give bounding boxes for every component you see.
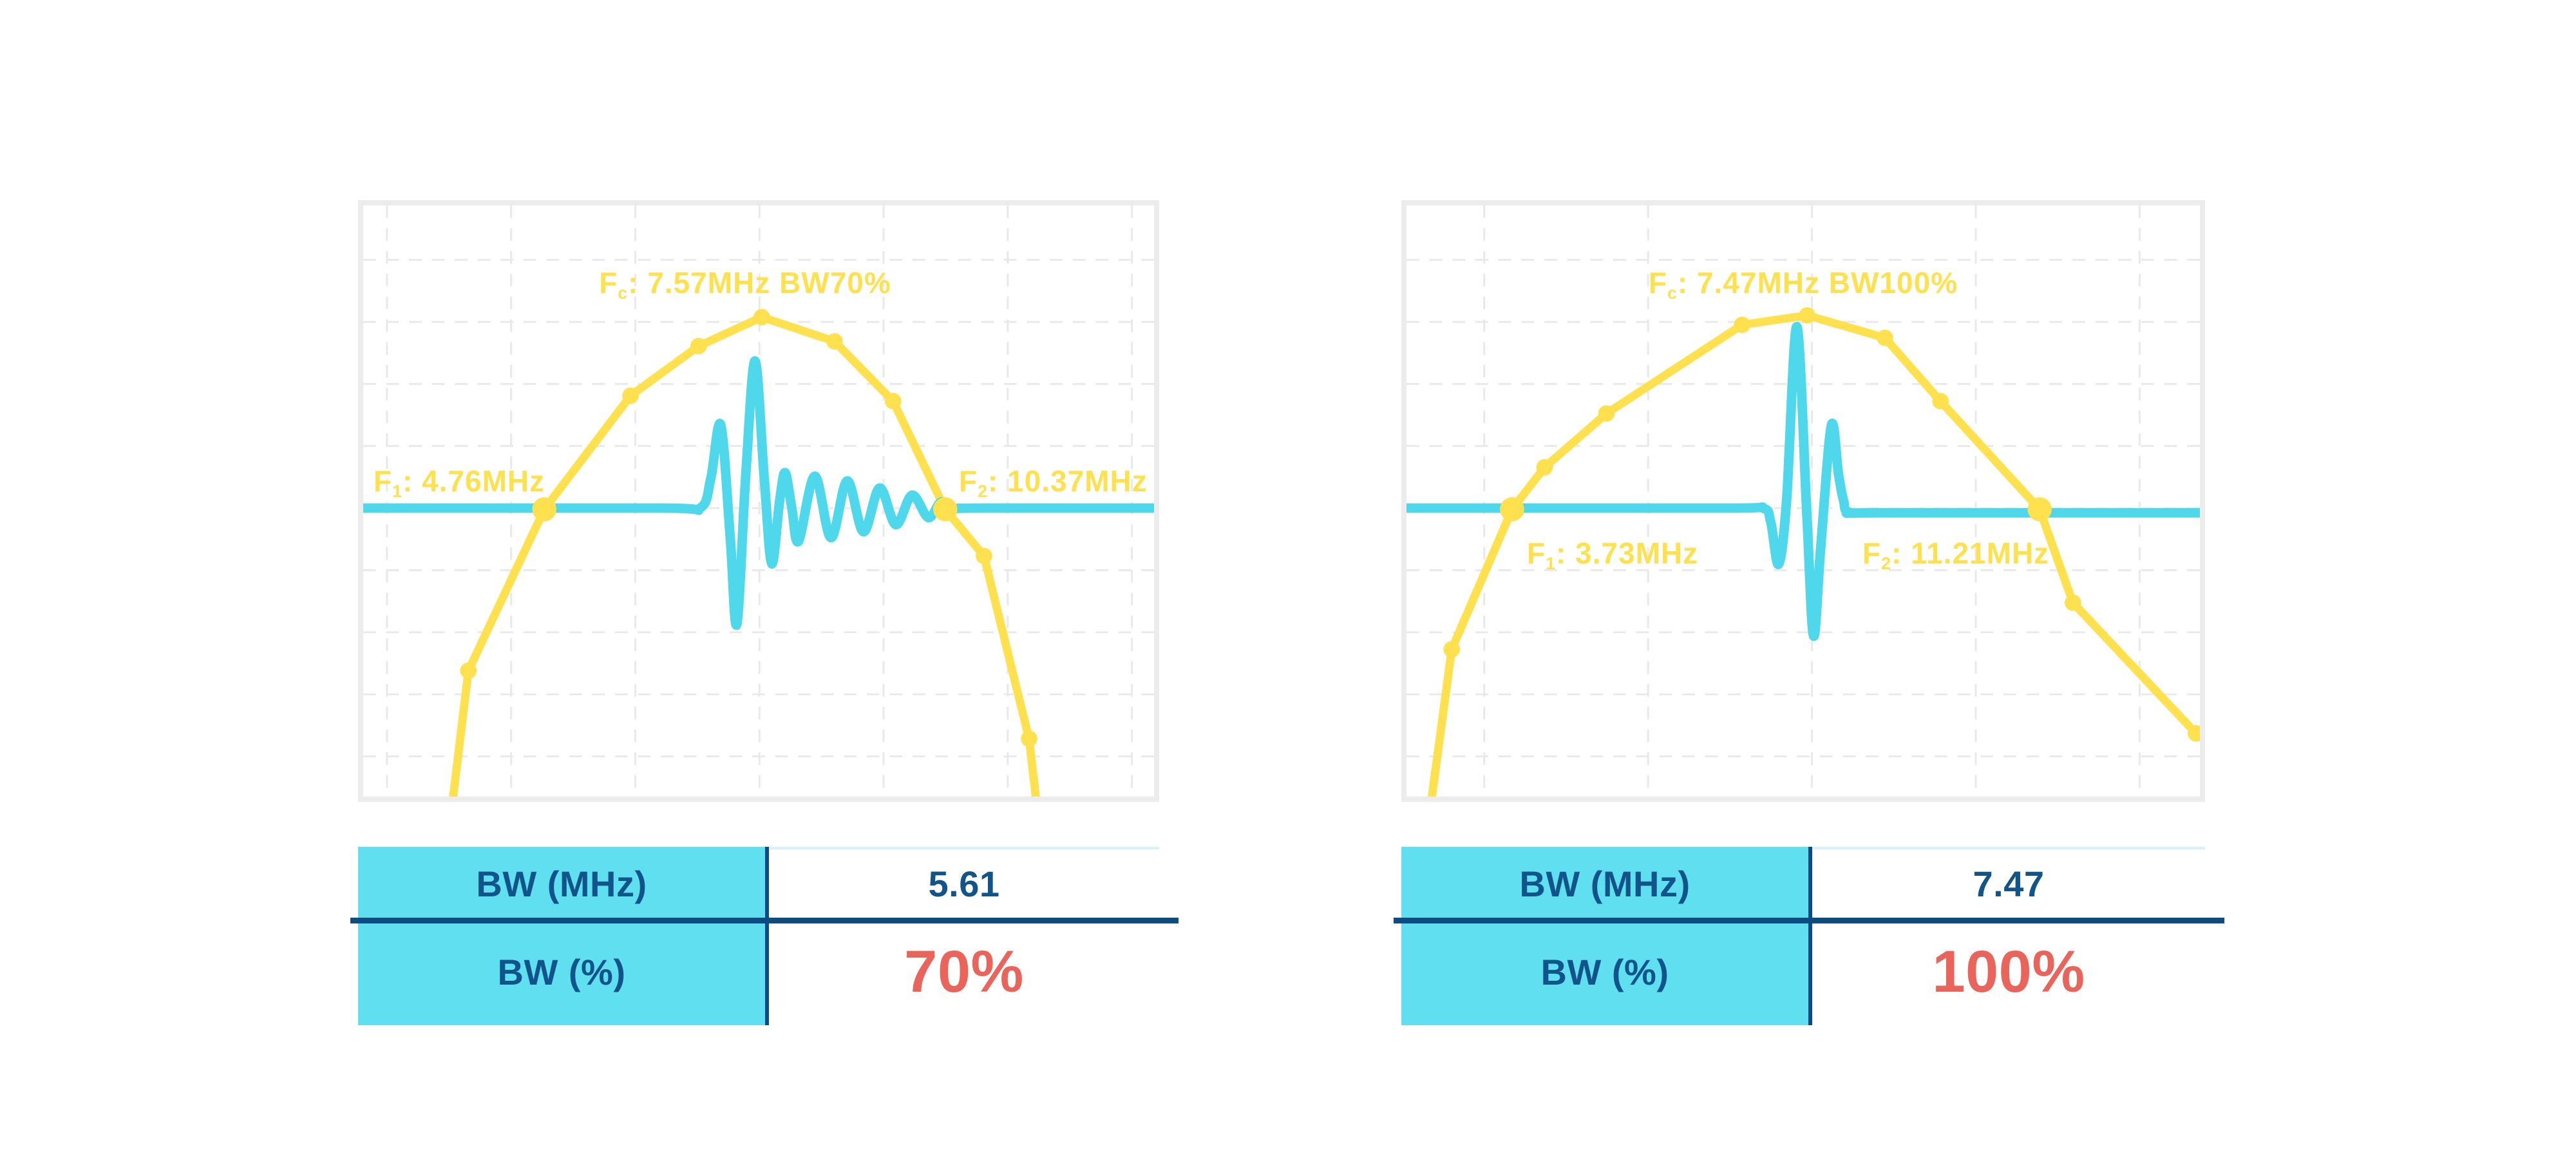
chart-canvas-broadband (1406, 205, 2200, 797)
table-column-divider (1808, 847, 1812, 1025)
f1-annotation-rest: : 4.76MHz (402, 464, 545, 498)
bw-percent-label: BW (%) (1540, 951, 1669, 992)
bw-percent-value: 100% (1932, 938, 2085, 1005)
fc-annotation-prefix: F (599, 266, 618, 299)
f1-annotation-prefix: F (374, 464, 393, 498)
table-header-background (358, 847, 765, 1025)
chart-panel-narrowband: Fc: 7.57MHz BW70% F1: 4.76MHz F2: 10.37M… (358, 200, 1159, 802)
f2-annotation-prefix: F (1862, 536, 1882, 570)
table-header-background (1401, 847, 1808, 1025)
f1-annotation-sub: 1 (1546, 553, 1556, 573)
f2-annotation-sub: 2 (978, 481, 988, 501)
f1-annotation: F1: 3.73MHz (1527, 536, 1699, 573)
f1-annotation-sub: 1 (392, 481, 402, 501)
bw-mhz-value: 7.47 (1973, 863, 2045, 904)
table-column-divider (765, 847, 769, 1025)
fc-annotation-sub: c (1667, 283, 1678, 303)
bw-mhz-value: 5.61 (928, 863, 1000, 904)
f2-annotation: F2: 10.37MHz (959, 464, 1148, 501)
bw-mhz-label: BW (MHz) (476, 863, 647, 904)
fc-annotation: Fc: 7.47MHz BW100% (1406, 266, 2200, 303)
bw-percent-value: 70% (904, 938, 1024, 1005)
bw-percent-label: BW (%) (497, 951, 626, 992)
f2-annotation-rest: : 10.37MHz (987, 464, 1148, 498)
f1-annotation: F1: 4.76MHz (374, 464, 545, 501)
fc-annotation-rest: : 7.57MHz BW70% (628, 266, 891, 299)
f1-annotation-prefix: F (1527, 536, 1546, 570)
f2-annotation-rest: : 11.21MHz (1891, 536, 2050, 570)
chart-panel-broadband: Fc: 7.47MHz BW100% F1: 3.73MHz F2: 11.21… (1401, 200, 2205, 802)
f1-annotation-rest: : 3.73MHz (1555, 536, 1699, 570)
f2-annotation-sub: 2 (1881, 553, 1891, 573)
bandwidth-table-broadband: BW (MHz) 7.47 BW (%) 100% (1394, 847, 2224, 1025)
fc-annotation-prefix: F (1648, 266, 1668, 299)
bandwidth-table-narrowband: BW (MHz) 5.61 BW (%) 70% (350, 847, 1179, 1025)
fc-annotation: Fc: 7.57MHz BW70% (363, 266, 1141, 303)
fc-annotation-sub: c (618, 283, 629, 303)
bw-mhz-label: BW (MHz) (1519, 863, 1690, 904)
fc-annotation-rest: : 7.47MHz BW100% (1677, 266, 1958, 299)
table-row-divider (350, 918, 1179, 923)
f2-annotation: F2: 11.21MHz (1862, 536, 2050, 573)
f2-annotation-prefix: F (959, 464, 978, 498)
chart-canvas-narrowband (363, 205, 1154, 797)
